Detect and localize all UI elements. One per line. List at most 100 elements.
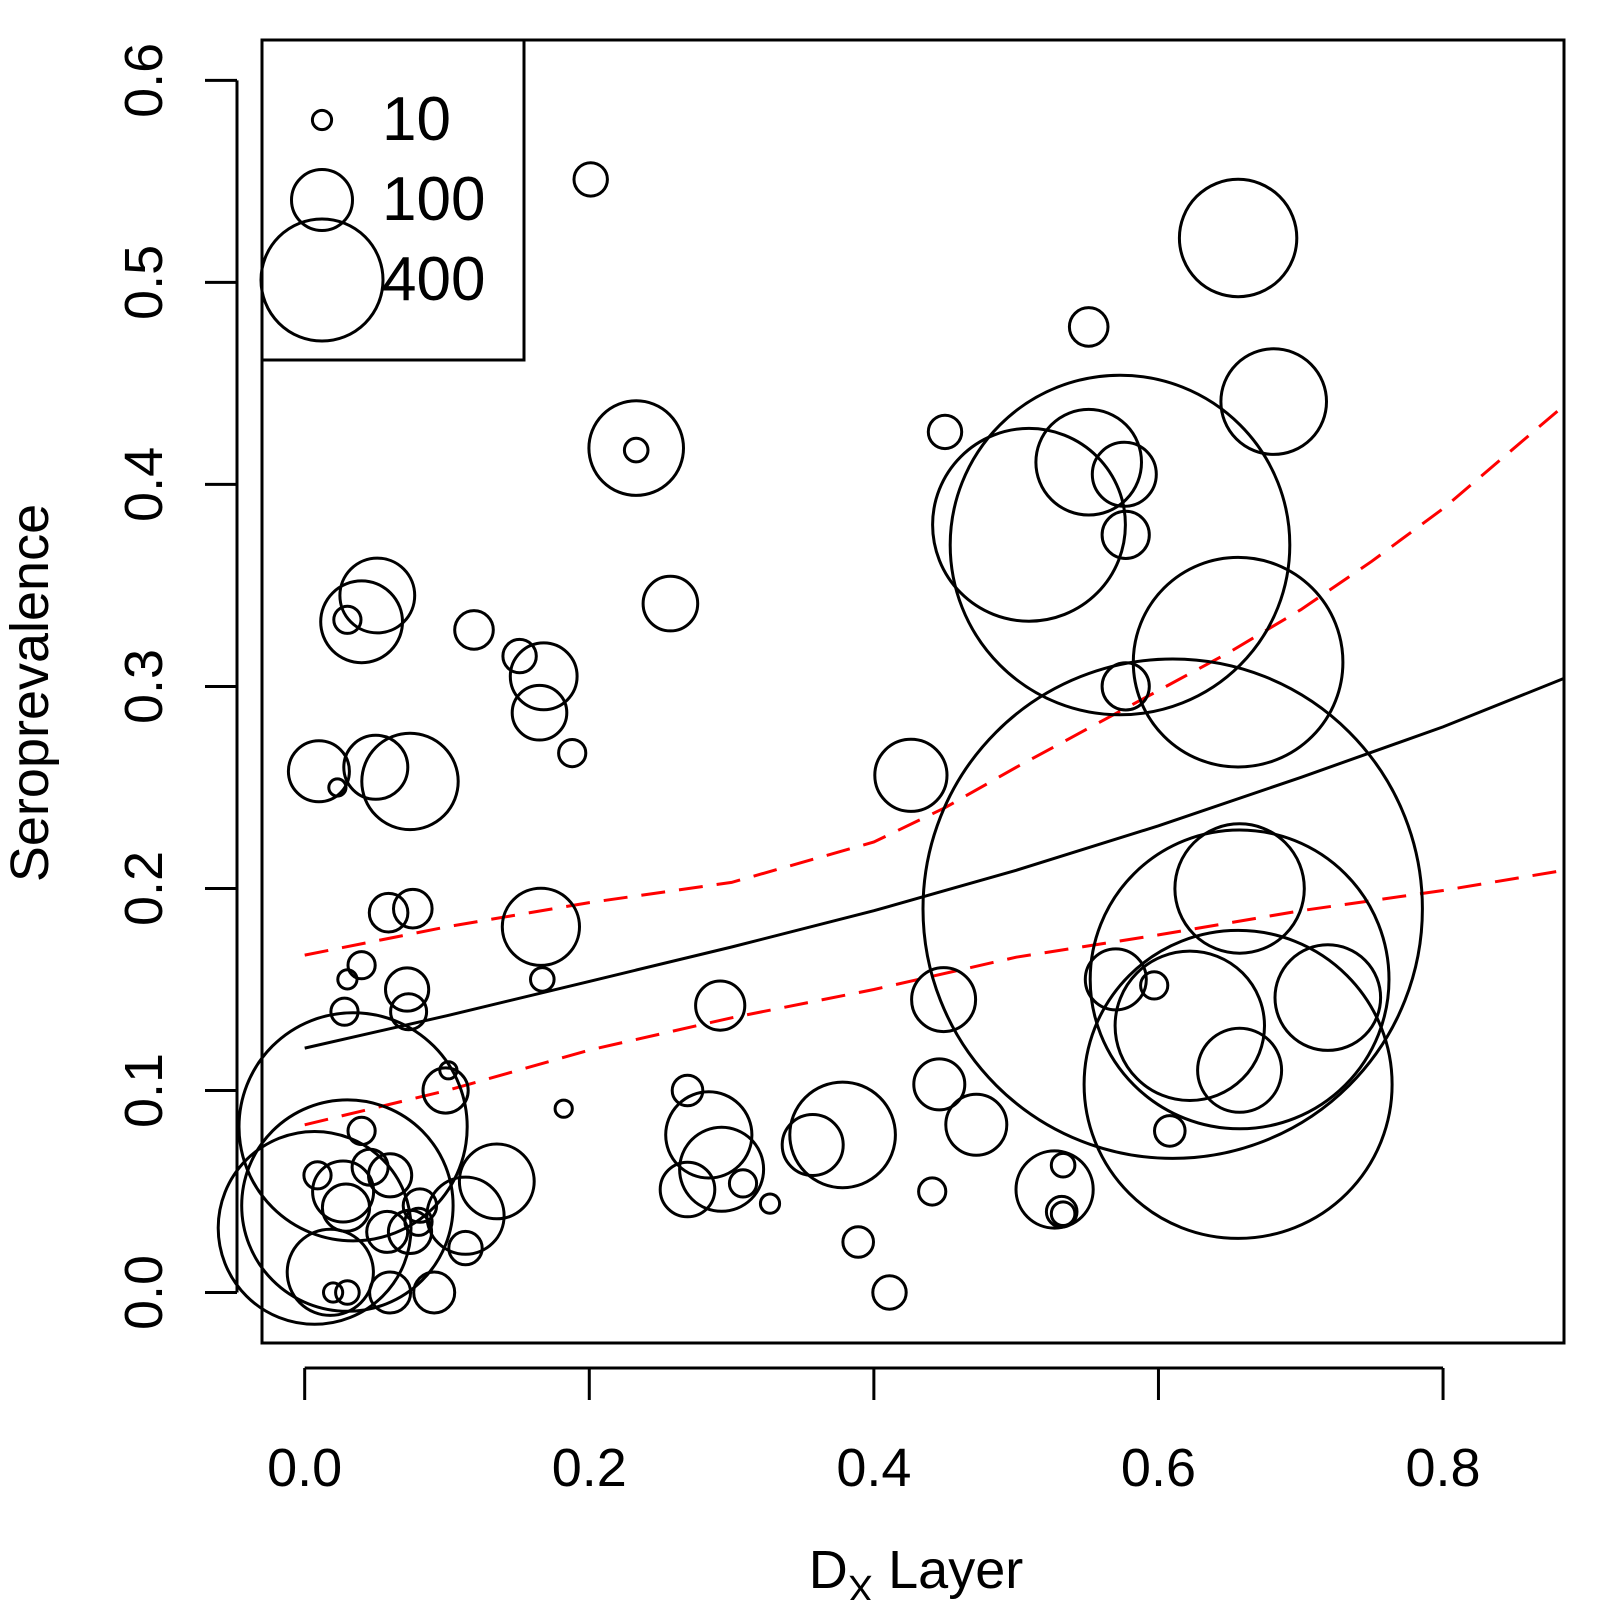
- data-point-bubble: [587, 399, 686, 497]
- data-point-bubble: [1049, 1200, 1077, 1227]
- data-point-bubble: [346, 950, 377, 981]
- data-point-bubble: [788, 1080, 897, 1190]
- y-tick-label: 0.1: [114, 1053, 174, 1128]
- data-point-bubble: [1067, 306, 1110, 348]
- axes: 0.0 0.2 0.4 0.6 0.8 0.0 0.1 0.2 0.3 0.4 0.5 0.6: [114, 38, 1566, 1498]
- data-point-bubble: [1177, 177, 1299, 299]
- data-point-bubble: [508, 641, 579, 712]
- data-point-bubble: [1014, 1149, 1095, 1230]
- y-tick-label: 0.5: [114, 245, 174, 320]
- data-point-bubble: [286, 739, 351, 804]
- legend-label: 10: [382, 85, 451, 154]
- legend-bubble: [290, 168, 354, 232]
- data-point-bubble: [727, 1168, 759, 1199]
- data-point-bubble: [1219, 347, 1328, 456]
- y-tick-label: 0.2: [114, 851, 174, 926]
- confidence-band-line: [304, 868, 1565, 1127]
- y-tick-label: 0.6: [114, 43, 174, 118]
- data-point-bubble: [841, 1225, 876, 1259]
- data-point-bubble: [1131, 555, 1345, 769]
- data-points: [216, 161, 1424, 1326]
- data-point-bubble: [384, 966, 431, 1013]
- data-point-bubble: [553, 1098, 574, 1119]
- data-point-bubble: [758, 1192, 782, 1215]
- x-tick-label: 0.8: [1406, 1438, 1481, 1498]
- y-tick-label: 0.3: [114, 649, 174, 724]
- data-point-bubble: [327, 777, 348, 798]
- legend-bubble: [259, 217, 385, 343]
- data-point-bubble: [302, 1160, 333, 1191]
- data-point-bubble: [1139, 970, 1170, 1001]
- data-point-bubble: [311, 1159, 376, 1224]
- data-point-bubble: [948, 373, 1292, 717]
- data-point-bubble: [670, 1073, 705, 1108]
- x-tick-label: 0.6: [1121, 1438, 1196, 1498]
- data-point-bubble: [944, 1092, 1009, 1157]
- data-point-bubble: [216, 1130, 413, 1326]
- data-point-bubble: [392, 887, 434, 930]
- data-point-bubble: [332, 604, 363, 635]
- data-point-bubble: [403, 1206, 434, 1237]
- data-point-bubble: [338, 556, 417, 635]
- x-axis-label-main: D: [809, 1540, 848, 1600]
- data-point-bubble: [425, 1175, 506, 1256]
- data-point-bubble: [401, 1187, 439, 1224]
- data-point-bubble: [780, 1113, 845, 1177]
- x-axis-label: DX Layer: [809, 1540, 1023, 1600]
- data-point-bubble: [336, 968, 359, 991]
- data-point-bubble: [622, 436, 650, 464]
- data-point-bubble: [368, 1270, 413, 1315]
- x-tick-label: 0.4: [836, 1438, 911, 1498]
- data-point-bubble: [447, 1229, 484, 1267]
- data-point-bubble: [334, 1279, 361, 1306]
- data-point-bubble: [457, 1142, 536, 1221]
- legend-box: [260, 38, 526, 362]
- data-point-bubble: [871, 1274, 908, 1311]
- legend-label: 100: [382, 165, 485, 234]
- data-point-bubble: [1173, 822, 1306, 955]
- data-point-bubble: [367, 1152, 414, 1199]
- data-point-bubble: [1083, 947, 1148, 1012]
- x-axis-label-rest: Layer: [873, 1540, 1023, 1600]
- data-point-bubble: [873, 737, 949, 813]
- data-point-bubble: [917, 1176, 948, 1207]
- data-point-bubble: [1196, 1026, 1284, 1114]
- data-point-bubble: [912, 1057, 967, 1112]
- data-point-bubble: [910, 966, 978, 1034]
- data-point-bubble: [1100, 509, 1151, 561]
- data-point-bubble: [285, 1227, 375, 1317]
- data-point-bubble: [678, 1125, 766, 1213]
- confidence-band-line: [304, 404, 1565, 957]
- y-tick-label: 0.0: [114, 1255, 174, 1330]
- data-point-bubble: [529, 966, 556, 993]
- legend-label: 400: [382, 245, 485, 314]
- x-tick-label: 0.2: [552, 1438, 627, 1498]
- data-point-bubble: [572, 161, 609, 198]
- data-point-bubble: [557, 738, 588, 769]
- data-point-bubble: [658, 1160, 717, 1219]
- data-point-bubble: [510, 683, 569, 742]
- x-axis-label-subscript: X: [848, 1569, 873, 1600]
- legend-bubble: [310, 108, 334, 132]
- data-point-bubble: [1049, 1151, 1077, 1179]
- data-point-bubble: [1044, 1194, 1079, 1229]
- data-point-bubble: [1273, 943, 1383, 1052]
- data-point-bubble: [1082, 928, 1394, 1240]
- data-point-bubble: [1153, 1114, 1187, 1148]
- data-point-bubble: [342, 733, 410, 801]
- data-point-bubble: [453, 609, 495, 651]
- data-point-bubble: [1113, 949, 1267, 1103]
- data-point-bubble: [926, 413, 964, 451]
- data-point-bubble: [360, 731, 460, 832]
- data-point-bubble: [322, 1281, 345, 1304]
- data-point-bubble: [501, 637, 538, 675]
- fitted-curve-line: [304, 677, 1565, 1050]
- plot-frame: [260, 38, 1566, 1345]
- data-point-bubble: [367, 891, 410, 934]
- data-point-bubble: [412, 1270, 457, 1315]
- data-point-bubble: [1090, 440, 1158, 508]
- data-point-bubble: [921, 657, 1424, 1160]
- data-point-bubble: [664, 1090, 754, 1180]
- data-point-bubble: [641, 574, 700, 633]
